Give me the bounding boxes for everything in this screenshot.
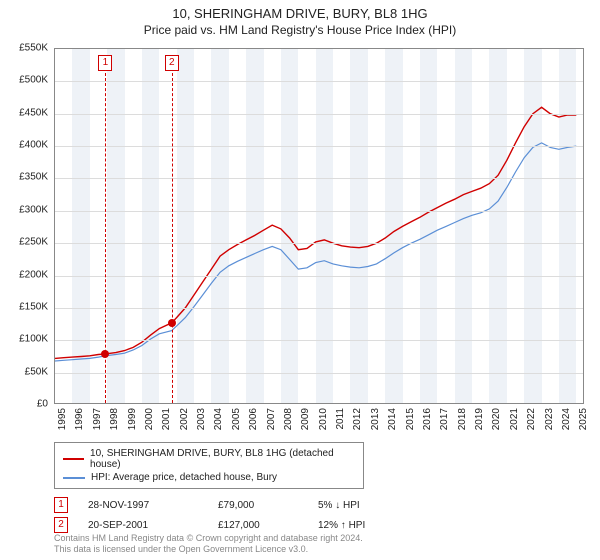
datapoint-price: £127,000	[218, 520, 298, 531]
y-axis-label: £0	[4, 399, 48, 410]
y-axis-label: £450K	[4, 107, 48, 118]
datapoint-pct: 5% ↓ HPI	[318, 500, 408, 511]
x-axis-label: 2012	[352, 408, 363, 430]
y-axis-label: £50K	[4, 366, 48, 377]
legend-swatch-hpi	[63, 477, 85, 479]
gridline-horizontal	[55, 276, 583, 277]
legend-label-hpi: HPI: Average price, detached house, Bury	[91, 472, 277, 483]
legend-area: 10, SHERINGHAM DRIVE, BURY, BL8 1HG (det…	[54, 442, 584, 535]
gridline-horizontal	[55, 308, 583, 309]
marker-label-box: 1	[98, 55, 112, 71]
y-axis-label: £250K	[4, 237, 48, 248]
gridline-horizontal	[55, 114, 583, 115]
datapoint-date: 20-SEP-2001	[88, 520, 198, 531]
x-axis-label: 1999	[127, 408, 138, 430]
legend-row-property: 10, SHERINGHAM DRIVE, BURY, BL8 1HG (det…	[63, 447, 355, 471]
x-axis-label: 2010	[318, 408, 329, 430]
chart-container: 10, SHERINGHAM DRIVE, BURY, BL8 1HG Pric…	[0, 0, 600, 560]
x-axis-label: 2023	[544, 408, 555, 430]
x-axis-label: 2014	[387, 408, 398, 430]
y-axis-label: £100K	[4, 334, 48, 345]
chart-title: 10, SHERINGHAM DRIVE, BURY, BL8 1HG	[0, 0, 600, 21]
x-axis-label: 1995	[57, 408, 68, 430]
datapoint-marker-icon: 2	[54, 517, 68, 533]
x-axis-label: 1998	[109, 408, 120, 430]
chart-subtitle: Price paid vs. HM Land Registry's House …	[0, 21, 600, 37]
x-axis-label: 2017	[439, 408, 450, 430]
datapoint-date: 28-NOV-1997	[88, 500, 198, 511]
gridline-horizontal	[55, 211, 583, 212]
gridline-horizontal	[55, 178, 583, 179]
x-axis-label: 2006	[248, 408, 259, 430]
x-axis-label: 2000	[144, 408, 155, 430]
x-axis-label: 2005	[231, 408, 242, 430]
gridline-horizontal	[55, 146, 583, 147]
x-axis-label: 2016	[422, 408, 433, 430]
datapoint-price: £79,000	[218, 500, 298, 511]
footnote-line: This data is licensed under the Open Gov…	[54, 544, 363, 556]
x-axis-label: 2025	[578, 408, 589, 430]
y-axis-label: £150K	[4, 301, 48, 312]
y-axis-label: £300K	[4, 204, 48, 215]
y-axis-label: £200K	[4, 269, 48, 280]
x-axis-label: 2019	[474, 408, 485, 430]
x-axis-label: 2007	[266, 408, 277, 430]
line-series-svg	[55, 49, 585, 405]
x-axis-label: 2002	[179, 408, 190, 430]
legend-label-property: 10, SHERINGHAM DRIVE, BURY, BL8 1HG (det…	[90, 448, 355, 470]
x-axis-label: 2004	[213, 408, 224, 430]
y-axis-label: £350K	[4, 172, 48, 183]
x-axis-label: 2018	[457, 408, 468, 430]
legend-swatch-property	[63, 458, 84, 460]
footnote: Contains HM Land Registry data © Crown c…	[54, 533, 363, 556]
y-axis-label: £500K	[4, 75, 48, 86]
gridline-horizontal	[55, 243, 583, 244]
x-axis-label: 1996	[74, 408, 85, 430]
datapoint-pct: 12% ↑ HPI	[318, 520, 408, 531]
x-axis-label: 2008	[283, 408, 294, 430]
marker-vertical-line	[172, 73, 173, 403]
x-axis-label: 2024	[561, 408, 572, 430]
x-axis-label: 2022	[526, 408, 537, 430]
marker-dot-icon	[101, 350, 109, 358]
datapoint-row: 1 28-NOV-1997 £79,000 5% ↓ HPI	[54, 495, 584, 515]
x-axis-label: 2013	[370, 408, 381, 430]
gridline-horizontal	[55, 340, 583, 341]
x-axis-label: 2009	[300, 408, 311, 430]
legend-row-hpi: HPI: Average price, detached house, Bury	[63, 471, 355, 484]
x-axis-label: 2020	[491, 408, 502, 430]
x-axis-label: 2001	[161, 408, 172, 430]
x-axis-label: 1997	[92, 408, 103, 430]
x-axis-label: 2021	[509, 408, 520, 430]
datapoints-table: 1 28-NOV-1997 £79,000 5% ↓ HPI 2 20-SEP-…	[54, 495, 584, 535]
datapoint-marker-icon: 1	[54, 497, 68, 513]
y-axis-label: £550K	[4, 43, 48, 54]
footnote-line: Contains HM Land Registry data © Crown c…	[54, 533, 363, 545]
x-axis-label: 2015	[405, 408, 416, 430]
chart-area: 12 £0£50K£100K£150K£200K£250K£300K£350K£…	[54, 48, 584, 404]
x-axis-label: 2003	[196, 408, 207, 430]
legend-box: 10, SHERINGHAM DRIVE, BURY, BL8 1HG (det…	[54, 442, 364, 489]
marker-label-box: 2	[165, 55, 179, 71]
y-axis-label: £400K	[4, 140, 48, 151]
series-line-property	[55, 107, 576, 358]
x-axis-label: 2011	[335, 408, 346, 430]
marker-dot-icon	[168, 319, 176, 327]
gridline-horizontal	[55, 81, 583, 82]
plot-region: 12	[54, 48, 584, 404]
gridline-horizontal	[55, 373, 583, 374]
